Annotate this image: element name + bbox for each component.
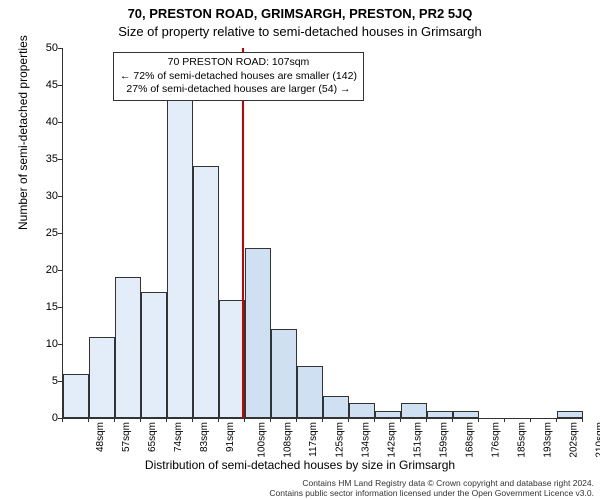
footer-line-2: Contains public sector information licen… (269, 488, 594, 498)
y-tick-mark (58, 159, 62, 160)
x-tick-mark (556, 418, 557, 422)
x-tick-label: 202sqm (569, 422, 580, 458)
histogram-bar (349, 403, 375, 418)
x-tick-label: 134sqm (361, 422, 372, 458)
x-tick-label: 57sqm (121, 422, 132, 452)
x-tick-label: 159sqm (439, 422, 450, 458)
histogram-bar (297, 366, 323, 418)
footer-line-1: Contains HM Land Registry data © Crown c… (269, 478, 594, 488)
x-tick-mark (244, 418, 245, 422)
y-tick-mark (58, 307, 62, 308)
x-tick-mark (426, 418, 427, 422)
x-tick-label: 65sqm (147, 422, 158, 452)
chart-title-subtitle: Size of property relative to semi-detach… (0, 24, 600, 39)
y-tick-mark (58, 233, 62, 234)
x-tick-label: 151sqm (413, 422, 424, 458)
x-tick-mark (114, 418, 115, 422)
histogram-bar (141, 292, 167, 418)
x-tick-mark (140, 418, 141, 422)
annotation-line-3: 27% of semi-detached houses are larger (… (120, 83, 357, 97)
x-tick-label: 83sqm (199, 422, 210, 452)
histogram-bar (401, 403, 427, 418)
histogram-bar (453, 411, 479, 418)
y-tick-label: 25 (46, 227, 58, 239)
x-axis-label: Distribution of semi-detached houses by … (0, 458, 600, 472)
x-tick-label: 142sqm (387, 422, 398, 458)
x-tick-mark (504, 418, 505, 422)
histogram-bar (167, 92, 193, 418)
y-tick-label: 45 (46, 79, 58, 91)
x-tick-mark (348, 418, 349, 422)
x-tick-mark (218, 418, 219, 422)
y-tick-label: 50 (46, 42, 58, 54)
x-tick-mark (270, 418, 271, 422)
x-tick-mark (166, 418, 167, 422)
histogram-bar (115, 277, 141, 418)
annotation-box: 70 PRESTON ROAD: 107sqm ← 72% of semi-de… (113, 52, 364, 101)
y-tick-mark (58, 381, 62, 382)
histogram-bar (89, 337, 115, 418)
y-tick-label: 35 (46, 153, 58, 165)
histogram-bar (427, 411, 453, 418)
y-tick-mark (58, 196, 62, 197)
reference-line (242, 48, 244, 418)
x-tick-mark (478, 418, 479, 422)
annotation-line-2: ← 72% of semi-detached houses are smalle… (120, 70, 357, 84)
x-tick-mark (88, 418, 89, 422)
histogram-bar (193, 166, 219, 418)
x-tick-mark (374, 418, 375, 422)
x-tick-mark (192, 418, 193, 422)
x-tick-label: 108sqm (283, 422, 294, 458)
x-tick-mark (400, 418, 401, 422)
y-tick-mark (58, 344, 62, 345)
y-tick-label: 15 (46, 301, 58, 313)
x-tick-label: 48sqm (95, 422, 106, 452)
x-tick-label: 117sqm (308, 422, 319, 457)
y-tick-label: 20 (46, 264, 58, 276)
x-tick-mark (530, 418, 531, 422)
y-tick-mark (58, 85, 62, 86)
x-tick-label: 176sqm (491, 422, 502, 458)
y-tick-label: 40 (46, 116, 58, 128)
histogram-bar (271, 329, 297, 418)
x-tick-label: 168sqm (465, 422, 476, 458)
histogram-bar (245, 248, 271, 418)
histogram-bar (375, 411, 401, 418)
y-tick-label: 10 (46, 338, 58, 350)
y-tick-mark (58, 122, 62, 123)
x-tick-label: 74sqm (173, 422, 184, 452)
chart-title-address: 70, PRESTON ROAD, GRIMSARGH, PRESTON, PR… (0, 6, 600, 21)
y-axis-label: Number of semi-detached properties (16, 35, 30, 230)
x-tick-label: 100sqm (257, 422, 268, 458)
x-tick-label: 91sqm (225, 422, 236, 452)
x-tick-label: 193sqm (543, 422, 554, 458)
histogram-bar (323, 396, 349, 418)
x-tick-label: 185sqm (517, 422, 528, 458)
x-tick-mark (296, 418, 297, 422)
footer-attribution: Contains HM Land Registry data © Crown c… (269, 478, 594, 498)
plot-area: 70 PRESTON ROAD: 107sqm ← 72% of semi-de… (62, 48, 583, 419)
histogram-bar (63, 374, 89, 418)
x-tick-mark (452, 418, 453, 422)
annotation-line-1: 70 PRESTON ROAD: 107sqm (120, 56, 357, 70)
histogram-bar (557, 411, 583, 418)
x-tick-mark (322, 418, 323, 422)
y-tick-mark (58, 48, 62, 49)
y-tick-label: 30 (46, 190, 58, 202)
chart-container: 70, PRESTON ROAD, GRIMSARGH, PRESTON, PR… (0, 0, 600, 500)
x-tick-label: 210sqm (595, 422, 600, 458)
histogram-bar (219, 300, 245, 418)
y-tick-mark (58, 270, 62, 271)
x-tick-mark (582, 418, 583, 422)
x-tick-mark (62, 418, 63, 422)
x-tick-label: 125sqm (335, 422, 346, 458)
